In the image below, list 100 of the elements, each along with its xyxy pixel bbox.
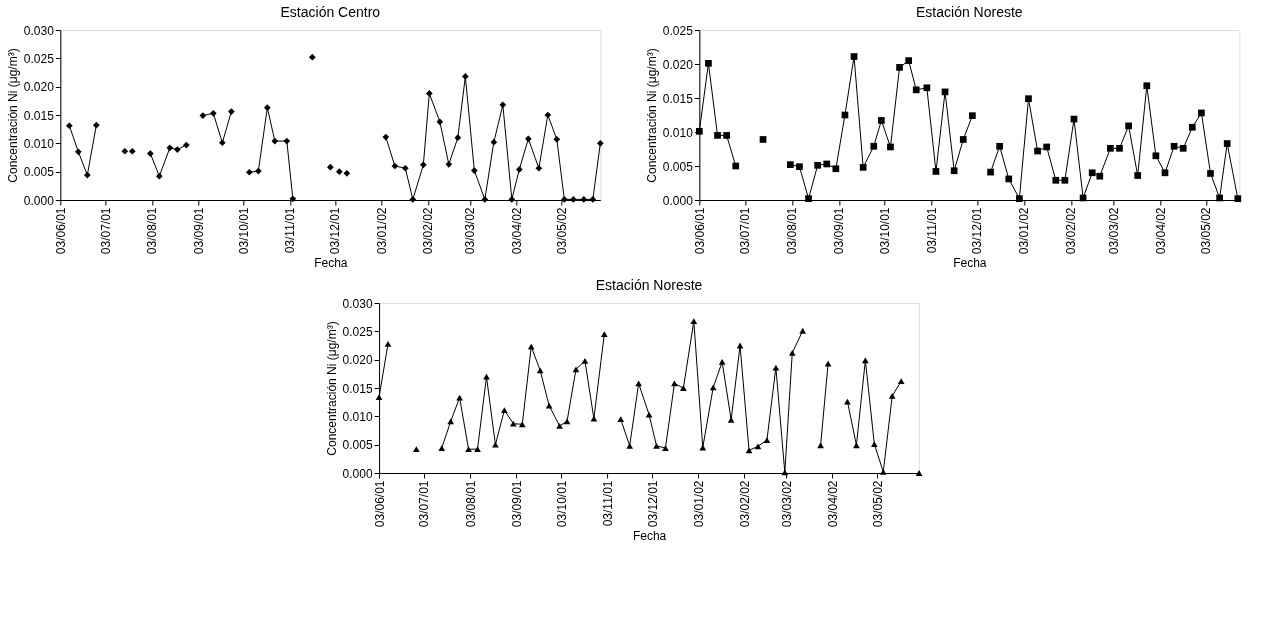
- point: [600, 331, 608, 338]
- point: [490, 138, 498, 146]
- point: [384, 340, 392, 347]
- point: [470, 167, 478, 174]
- point: [969, 112, 976, 120]
- point: [1170, 142, 1178, 150]
- x-tick-label: 03/10/01: [236, 207, 251, 255]
- point: [166, 144, 174, 152]
- y-tick-label: 0.020: [342, 353, 373, 368]
- y-tick-label: 0.000: [23, 193, 55, 208]
- point: [759, 136, 767, 143]
- x-tick-label: 03/06/01: [372, 480, 387, 528]
- point: [1188, 123, 1196, 131]
- point: [92, 121, 100, 129]
- x-tick-label: 03/02/02: [1064, 207, 1079, 255]
- x-tick-label: 03/09/01: [191, 207, 206, 255]
- point: [556, 423, 563, 429]
- point: [690, 318, 698, 325]
- point: [653, 442, 660, 449]
- chart-title: Estación Noreste: [916, 4, 1023, 20]
- point: [527, 343, 535, 350]
- point: [824, 360, 832, 367]
- x-tick-label: 03/07/01: [417, 480, 432, 528]
- y-tick-label: 0.025: [662, 23, 694, 38]
- point: [915, 470, 923, 476]
- point: [1223, 140, 1231, 147]
- point: [905, 57, 913, 64]
- point: [718, 359, 726, 365]
- point: [823, 160, 831, 168]
- y-tick-label: 0.010: [662, 125, 694, 140]
- point: [436, 118, 444, 126]
- x-tick-label: 03/10/01: [877, 207, 892, 255]
- point: [1207, 170, 1214, 177]
- point: [508, 196, 516, 203]
- point: [515, 166, 523, 173]
- point: [878, 117, 885, 124]
- point: [850, 53, 858, 60]
- point: [705, 59, 712, 67]
- point: [662, 445, 669, 451]
- point: [788, 349, 796, 356]
- y-tick-label: 0.005: [662, 159, 694, 174]
- x-tick-label: 03/08/01: [145, 207, 160, 255]
- point: [499, 101, 507, 109]
- point: [182, 141, 190, 149]
- point: [569, 196, 577, 203]
- point: [501, 407, 508, 413]
- point: [912, 86, 920, 94]
- point: [1179, 144, 1187, 152]
- point: [714, 132, 721, 139]
- x-tick-label: 03/06/01: [692, 207, 707, 255]
- point: [492, 441, 499, 448]
- point: [199, 112, 207, 119]
- y-tick-label: 0.015: [23, 108, 55, 123]
- point: [1134, 172, 1142, 179]
- point: [1161, 169, 1169, 177]
- point: [413, 446, 420, 453]
- point: [996, 142, 1004, 150]
- point: [1216, 194, 1223, 202]
- point: [563, 418, 571, 425]
- chart-title: Estación Noreste: [595, 277, 703, 293]
- x-tick-label: 03/04/02: [509, 207, 524, 255]
- point: [589, 196, 597, 203]
- point: [723, 132, 730, 139]
- point: [772, 364, 780, 371]
- y-axis-title: Concentración Ni (μg/m³): [5, 48, 20, 183]
- point: [254, 167, 262, 175]
- point: [1234, 195, 1242, 202]
- point: [461, 73, 469, 80]
- point: [1152, 152, 1160, 160]
- point: [438, 445, 446, 451]
- point: [483, 373, 490, 380]
- y-tick-label: 0.030: [342, 296, 373, 311]
- point: [227, 108, 235, 115]
- point: [1143, 82, 1151, 90]
- x-tick-label: 03/05/02: [1199, 207, 1214, 255]
- point: [146, 150, 154, 157]
- point: [617, 416, 625, 423]
- point: [832, 165, 840, 173]
- point: [454, 134, 462, 142]
- x-axis-title: Fecha: [314, 256, 348, 271]
- x-tick-label: 03/04/02: [1153, 207, 1168, 255]
- x-tick-label: 03/12/01: [645, 480, 660, 528]
- point: [335, 168, 343, 176]
- point: [932, 168, 940, 175]
- point: [481, 196, 489, 203]
- point: [1016, 195, 1023, 202]
- point: [1034, 147, 1041, 155]
- point: [814, 161, 821, 169]
- point: [535, 164, 543, 172]
- x-tick-label: 03/10/01: [554, 480, 569, 528]
- point: [590, 415, 598, 422]
- x-tick-label: 03/05/02: [554, 207, 569, 255]
- point: [544, 111, 552, 119]
- point: [870, 142, 878, 150]
- point: [572, 366, 580, 373]
- x-tick-label: 03/11/01: [600, 480, 615, 527]
- y-tick-label: 0.010: [342, 409, 373, 424]
- x-axis-title: Fecha: [632, 529, 667, 544]
- point: [1025, 95, 1032, 103]
- point: [283, 137, 291, 145]
